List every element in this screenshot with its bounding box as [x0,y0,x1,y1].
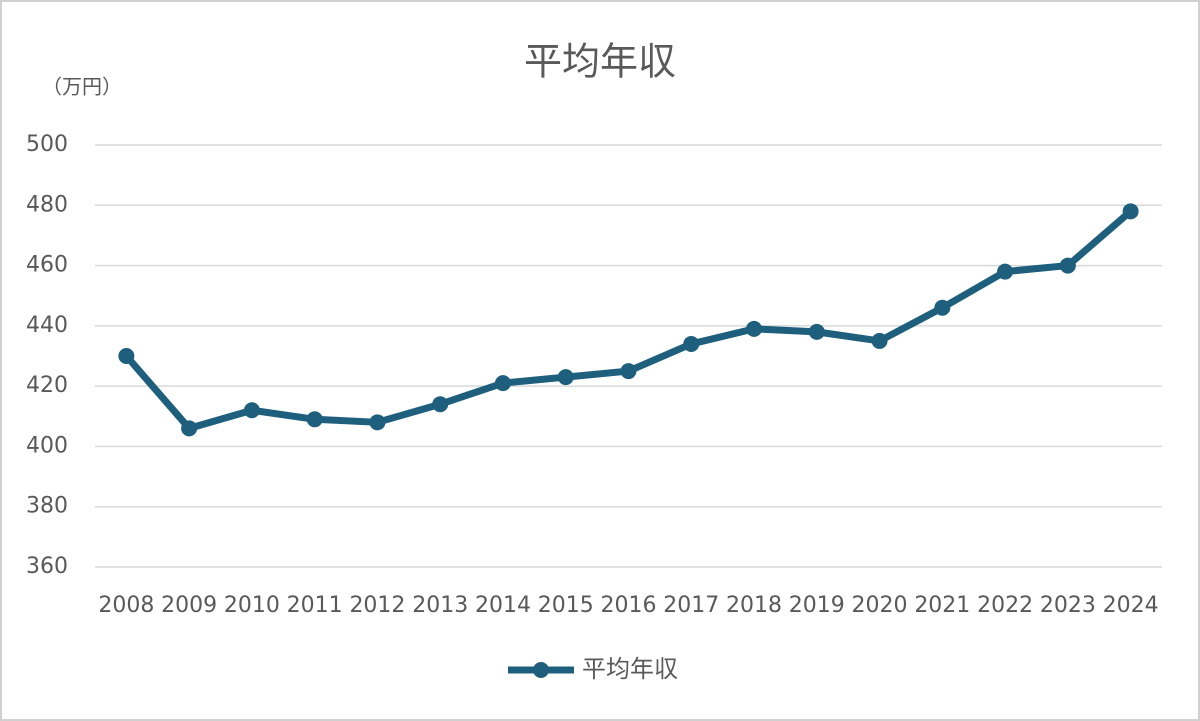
x-tick-label: 2009 [161,593,217,618]
x-tick-label: 2022 [977,593,1033,618]
x-tick-label: 2014 [475,593,531,618]
data-point [1059,257,1076,274]
x-tick-label: 2015 [538,593,594,618]
data-point [620,363,637,380]
data-point [683,335,700,352]
data-point [494,375,511,392]
data-point [118,348,135,364]
data-point [557,369,574,386]
x-tick-label: 2008 [98,593,154,618]
data-point [746,320,763,337]
x-tick-label: 2016 [601,593,657,618]
data-point [934,299,951,316]
data-point [306,411,323,428]
y-tick-label: 440 [26,313,68,338]
x-tick-label: 2012 [349,593,405,618]
data-point [243,402,260,419]
data-point [808,323,825,340]
chart-title: 平均年収 [524,40,676,84]
y-tick-label: 360 [26,554,68,579]
x-tick-label: 2020 [852,593,908,618]
y-tick-label: 460 [26,253,68,278]
x-tick-label: 2011 [287,593,343,618]
y-tick-label: 480 [26,192,68,217]
y-tick-label: 400 [26,433,68,458]
x-tick-label: 2010 [224,593,280,618]
y-tick-label: 380 [26,494,68,519]
x-tick-label: 2021 [914,593,970,618]
y-tick-label: 500 [26,132,68,157]
x-tick-label: 2019 [789,593,845,618]
y-axis-label: （万円） [42,75,122,99]
data-point [997,263,1014,280]
x-tick-label: 2013 [412,593,468,618]
data-point [181,420,198,437]
legend-label: 平均年収 [582,655,678,683]
data-point [432,396,449,413]
x-tick-label: 2018 [726,593,782,618]
y-tick-label: 420 [26,373,68,398]
x-tick-label: 2023 [1040,593,1096,618]
x-tick-label: 2017 [663,593,719,618]
legend-marker [533,662,549,678]
data-point [871,332,888,349]
x-tick-label: 2024 [1103,593,1159,618]
data-point [369,414,386,431]
data-point [1122,203,1139,220]
